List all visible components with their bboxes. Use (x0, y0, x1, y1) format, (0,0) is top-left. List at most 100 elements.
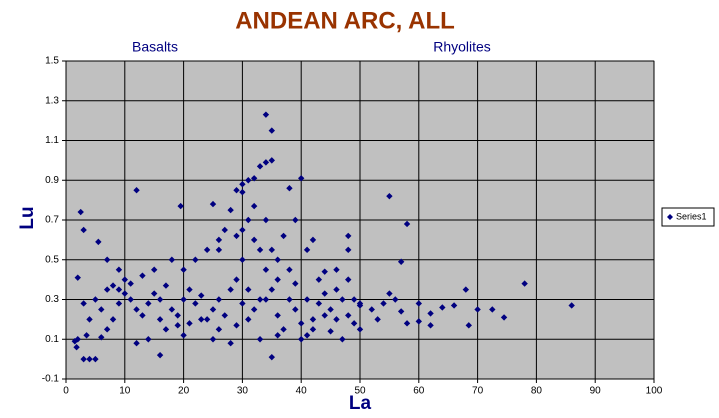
point (133, 306, 140, 313)
point (245, 177, 252, 184)
y-tick-label: 0.7 (45, 215, 59, 226)
point (156, 316, 164, 323)
legend-box (661, 207, 715, 227)
point (115, 266, 123, 273)
x-tick-label: 90 (590, 386, 602, 397)
point (250, 306, 258, 313)
point (427, 322, 434, 329)
point (86, 316, 93, 323)
point (145, 300, 152, 307)
point (262, 296, 270, 303)
point (86, 355, 93, 363)
point (256, 163, 264, 170)
point (262, 159, 270, 166)
point (292, 306, 299, 313)
point (74, 274, 81, 281)
point (568, 302, 575, 309)
point (209, 306, 217, 313)
point (386, 290, 393, 297)
point (356, 302, 364, 309)
point (315, 276, 323, 283)
point (274, 276, 281, 283)
point (245, 316, 252, 323)
point (356, 326, 364, 333)
point (333, 286, 340, 293)
point (280, 232, 287, 240)
point (274, 332, 281, 339)
point (95, 238, 102, 246)
x-tick-label: 100 (646, 386, 663, 397)
x-axis-label: La (349, 393, 372, 414)
point (121, 276, 128, 283)
y-tick-label: 1.1 (45, 135, 59, 146)
point (227, 206, 234, 214)
point (274, 256, 281, 263)
point (186, 286, 193, 293)
point (145, 336, 152, 343)
point (268, 246, 275, 254)
point (133, 186, 140, 194)
point (350, 320, 358, 327)
point (151, 266, 158, 273)
point (427, 310, 434, 317)
x-tick-label: 80 (531, 386, 543, 397)
point (156, 296, 164, 303)
point (397, 308, 405, 315)
point (109, 282, 117, 289)
point (233, 276, 240, 283)
point (92, 355, 99, 363)
point (462, 286, 470, 293)
point (345, 246, 352, 254)
point (98, 306, 105, 313)
point (303, 296, 311, 303)
point (286, 296, 293, 303)
point (345, 232, 352, 240)
point (162, 282, 170, 289)
point (415, 318, 422, 325)
point (465, 322, 472, 329)
point (368, 306, 375, 313)
point (80, 355, 87, 363)
point (92, 296, 99, 303)
chart-title: ANDEAN ARC, ALL (235, 7, 455, 34)
annotation: Basalts (132, 39, 178, 55)
point (374, 316, 381, 323)
x-tick-label: 20 (178, 386, 190, 397)
point (415, 300, 422, 307)
point (192, 256, 199, 263)
point (256, 296, 264, 303)
point (403, 220, 411, 228)
point (262, 111, 270, 118)
point (245, 216, 252, 224)
point (239, 188, 246, 196)
point (203, 316, 211, 323)
point (474, 306, 481, 313)
point (83, 332, 90, 339)
point (280, 326, 287, 333)
point (227, 340, 234, 347)
point (133, 340, 140, 347)
point (115, 286, 123, 293)
x-tick-label: 0 (63, 386, 69, 397)
point (209, 200, 217, 208)
annotation: Rhyolites (433, 39, 491, 55)
point (489, 306, 496, 313)
point (386, 192, 393, 200)
point (256, 336, 264, 343)
point (321, 290, 328, 297)
point (321, 268, 328, 275)
x-tick-label: 10 (119, 386, 131, 397)
point (250, 202, 258, 210)
point (339, 296, 346, 303)
point (268, 127, 275, 134)
point (262, 216, 270, 224)
point (256, 246, 264, 254)
point (80, 226, 87, 234)
y-axis-label: Lu (17, 206, 38, 229)
point (333, 266, 340, 273)
point (268, 286, 275, 293)
point (268, 157, 275, 164)
point (77, 208, 84, 216)
point (180, 266, 187, 273)
point (245, 286, 252, 293)
